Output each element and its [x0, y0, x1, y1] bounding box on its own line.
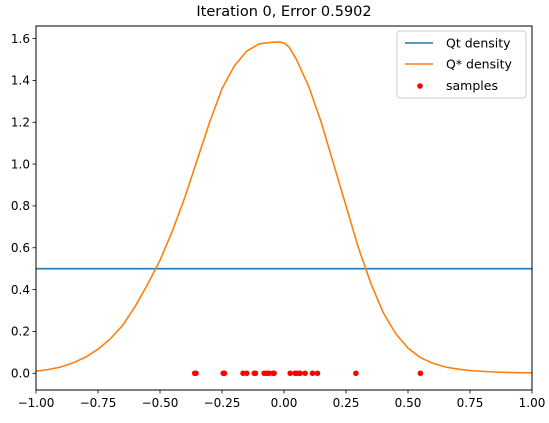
y-tick-label: 0.4: [11, 283, 30, 297]
chart-title: Iteration 0, Error 0.5902: [196, 4, 371, 20]
x-tick-label: −0.75: [80, 396, 117, 410]
y-tick-label: 0.6: [11, 241, 30, 255]
x-tick-label: 1.00: [519, 396, 546, 410]
y-tick-label: 0.0: [11, 366, 30, 380]
y-tick-label: 1.0: [11, 157, 30, 171]
legend: Qt density Q* density samples: [396, 30, 527, 99]
sample-point: [193, 370, 199, 377]
axis-layer: −1.00 −0.75 −0.50 −0.25 0.00 0.25 0.50 0.75 1.00…: [11, 32, 545, 410]
x-tick-label: −0.50: [142, 396, 179, 410]
sample-point: [297, 370, 303, 377]
sample-point: [287, 370, 294, 377]
legend-label-qt-density: Qt density: [446, 36, 511, 51]
sample-point: [221, 370, 228, 377]
legend-box: [396, 30, 527, 99]
x-tick-label: 0.25: [333, 396, 360, 410]
sample-point: [244, 370, 250, 377]
series-layer: [35, 41, 533, 377]
sample-point: [353, 370, 359, 377]
sample-point: [271, 370, 277, 377]
legend-label-q-star-density: Q* density: [446, 57, 512, 72]
legend-swatch-samples: [417, 83, 423, 89]
sample-point: [252, 370, 259, 377]
y-tick-label: 1.4: [11, 74, 30, 88]
sample-point: [302, 370, 308, 377]
y-tick-label: 0.8: [11, 199, 30, 213]
x-tick-label: 0.75: [457, 396, 484, 410]
x-tick-label: −0.25: [204, 396, 241, 410]
y-tick-label: 0.2: [11, 325, 30, 339]
x-tick-label: 0.50: [395, 396, 422, 410]
legend-label-samples: samples: [446, 78, 498, 93]
x-tick-label: 0.00: [271, 396, 298, 410]
y-tick-label: 1.6: [11, 32, 30, 46]
y-tick-label: 1.2: [11, 115, 30, 129]
sample-point: [314, 370, 321, 377]
sample-point: [309, 370, 316, 377]
x-tick-label: −1.00: [18, 396, 55, 410]
sample-point: [417, 370, 424, 377]
series-line-q-star-density: [35, 41, 533, 374]
